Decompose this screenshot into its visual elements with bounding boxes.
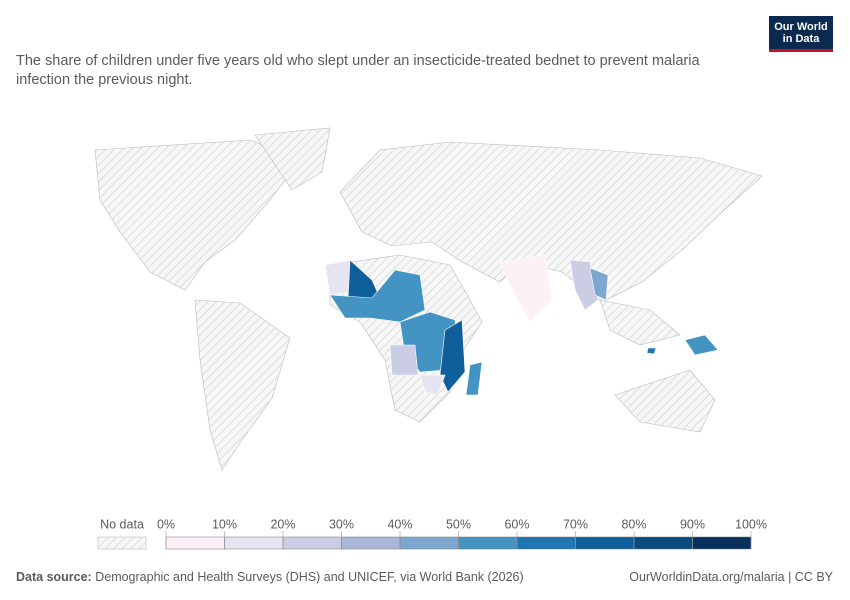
logo-line: Our World <box>774 21 828 33</box>
legend-swatch <box>575 536 635 550</box>
data-countries <box>324 254 719 396</box>
subtitle: The share of children under five years o… <box>16 53 700 88</box>
legend-swatch <box>516 536 576 550</box>
source-link[interactable]: OurWorldinData.org/malaria | CC BY <box>629 570 833 584</box>
legend-swatch <box>692 536 752 550</box>
legend-swatch <box>341 536 401 550</box>
legend-label: 40% <box>387 517 412 531</box>
legend-label: 80% <box>621 517 646 531</box>
legend-label: 100% <box>735 517 767 531</box>
legend-swatch <box>399 536 459 550</box>
legend-label: No data <box>100 517 144 531</box>
legend-swatch <box>282 536 342 550</box>
legend-swatch <box>165 536 225 550</box>
legend-swatch <box>224 536 284 550</box>
source: Data source: Demographic and Health Surv… <box>16 570 524 584</box>
legend-label: 30% <box>329 517 354 531</box>
legend-swatch <box>458 536 518 550</box>
source-text: Demographic and Health Surveys (DHS) and… <box>95 570 524 584</box>
countries <box>94 127 763 471</box>
logo-line: in Data <box>782 33 820 45</box>
logo[interactable]: Our World in Data <box>769 16 833 52</box>
legend-label: 50% <box>446 517 471 531</box>
legend-label: 60% <box>504 517 529 531</box>
legend-label: 10% <box>212 517 237 531</box>
legend-swatch <box>633 536 693 550</box>
legend-label: 0% <box>157 517 175 531</box>
no-data-swatch <box>97 536 147 550</box>
legend-label: 90% <box>680 517 705 531</box>
source-label: Data source: <box>16 570 92 584</box>
legend-label: 70% <box>563 517 588 531</box>
legend-label: 20% <box>270 517 295 531</box>
